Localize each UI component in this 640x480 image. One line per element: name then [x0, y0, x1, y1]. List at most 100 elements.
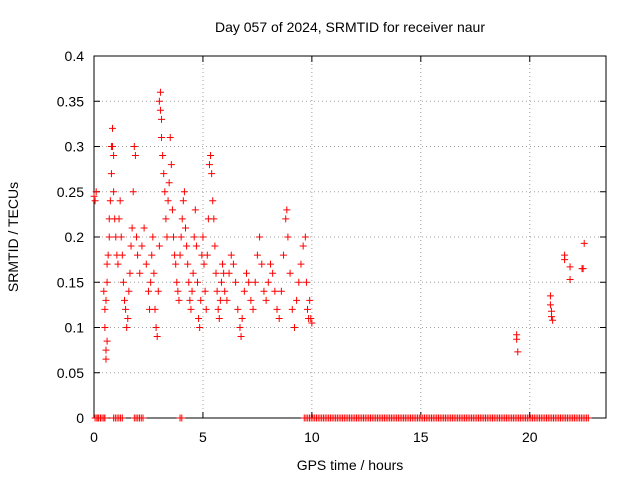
data-point: [123, 324, 131, 331]
x-tick-labels: 0 5 10 15 20: [90, 429, 538, 445]
data-point: [210, 215, 218, 223]
x-tick-label: 5: [199, 429, 207, 445]
data-point: [273, 305, 281, 313]
data-point: [299, 242, 307, 250]
data-point: [180, 188, 188, 196]
data-point: [101, 305, 109, 313]
data-point: [566, 263, 574, 271]
data-point: [286, 269, 294, 277]
data-point: [262, 296, 270, 304]
data-point: [153, 333, 161, 341]
data-point: [125, 287, 133, 295]
data-point: [140, 224, 148, 232]
data-point: [236, 324, 244, 331]
data-point: [152, 324, 160, 331]
data-point: [159, 152, 167, 160]
y-tick-label: 0.25: [57, 184, 84, 200]
data-point: [546, 301, 554, 309]
data-point: [189, 269, 197, 277]
data-point: [131, 152, 139, 160]
data-point: [243, 269, 251, 277]
data-point: [182, 224, 190, 232]
data-point: [212, 269, 220, 277]
data-point: [185, 278, 193, 286]
data-point: [302, 278, 310, 286]
data-point: [249, 305, 257, 313]
data-point: [103, 260, 111, 268]
data-point: [115, 215, 123, 223]
data-point: [178, 215, 186, 223]
y-tick-label: 0: [76, 410, 84, 426]
data-point: [251, 278, 259, 286]
x-tick-label: 20: [522, 429, 538, 445]
data-point: [308, 319, 316, 327]
data-point: [168, 206, 176, 214]
data-point: [253, 251, 261, 259]
data-point: [160, 170, 168, 178]
data-point: [306, 296, 314, 304]
y-tick-labels: 0 0.05 0.1 0.15 0.2 0.25 0.3 0.35 0.4: [57, 48, 84, 426]
data-point: [163, 233, 171, 241]
data-point: [237, 333, 245, 341]
data-point: [192, 242, 200, 250]
x-axis-label: GPS time / hours: [297, 457, 404, 473]
data-point: [227, 251, 235, 259]
data-point: [175, 296, 183, 304]
data-point: [138, 242, 146, 250]
data-point: [114, 260, 122, 268]
data-point: [223, 296, 231, 304]
data-point: [196, 324, 204, 331]
data-point: [546, 292, 554, 300]
data-point: [154, 287, 162, 295]
data-point: [514, 348, 522, 356]
data-point: [304, 305, 312, 313]
data-point: [167, 161, 175, 169]
data-point: [183, 242, 191, 250]
data-point: [134, 251, 142, 259]
data-point: [109, 124, 117, 132]
data-point: [158, 133, 166, 141]
data-point: [579, 265, 587, 273]
data-point: [155, 242, 163, 250]
data-point: [205, 161, 213, 169]
data-point: [109, 143, 117, 150]
data-point: [513, 335, 521, 343]
y-axis-label: SRMTID / TECUs: [5, 182, 21, 292]
data-point: [225, 269, 233, 277]
data-point: [561, 256, 569, 264]
data-point: [229, 260, 237, 268]
data-point: [124, 314, 132, 322]
data-point: [126, 269, 134, 277]
data-point: [110, 188, 118, 196]
data-point: [119, 278, 127, 286]
data-point: [130, 143, 138, 150]
data-point: [548, 313, 556, 321]
data-point: [187, 305, 195, 313]
data-point: [117, 233, 125, 241]
data-point: [266, 260, 274, 268]
data-point: [258, 260, 266, 268]
data-point: [101, 324, 109, 331]
data-point: [100, 287, 108, 295]
y-tick-label: 0.1: [65, 320, 85, 336]
y-tick-label: 0.4: [65, 48, 85, 64]
data-point: [118, 251, 126, 259]
data-point: [150, 269, 158, 277]
data-point: [191, 206, 199, 214]
data-point: [282, 215, 290, 223]
x-tick-label: 0: [90, 429, 98, 445]
y-tick-label: 0.15: [57, 274, 84, 290]
data-point: [284, 233, 292, 241]
data-point: [121, 296, 129, 304]
data-point: [179, 197, 187, 205]
data-point: [288, 305, 296, 313]
data-point: [256, 233, 264, 241]
data-point: [238, 314, 246, 322]
data-point: [202, 305, 210, 313]
data-point: [174, 287, 182, 295]
data-point: [139, 414, 147, 422]
data-point: [156, 106, 164, 114]
data-point: [136, 269, 144, 277]
data-point: [215, 314, 223, 322]
data-point: [283, 206, 291, 214]
